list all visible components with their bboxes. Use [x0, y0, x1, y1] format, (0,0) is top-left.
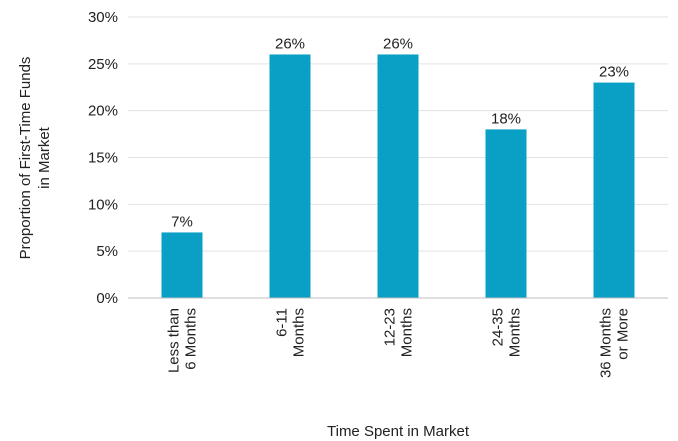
- x-tick-label-line: 6-11: [274, 308, 291, 337]
- x-tick-label-line: Months: [399, 308, 416, 357]
- bar: [161, 232, 203, 298]
- bar: [269, 54, 311, 298]
- data-label: 7%: [171, 213, 193, 230]
- x-tick-label-line: 6 Months: [183, 308, 200, 370]
- bar: [377, 54, 419, 298]
- y-tick-label: 0%: [96, 290, 118, 307]
- x-axis-title: Time Spent in Market: [327, 423, 470, 440]
- x-axis-category-labels: Less than 6 Months 6-11 Months 12-23 Months 24…: [166, 308, 632, 378]
- y-tick-label: 15%: [88, 150, 118, 167]
- y-axis-title: Proportion of First-Time Funds in Market: [17, 57, 53, 260]
- y-axis-title-line: in Market: [36, 126, 53, 189]
- data-label: 18%: [491, 110, 521, 127]
- y-tick-label: 20%: [88, 103, 118, 120]
- y-tick-label: 30%: [88, 9, 118, 26]
- data-label: 26%: [383, 35, 413, 52]
- x-tick-label: 12-23 Months: [382, 308, 416, 357]
- x-tick-label-line: 36 Months: [598, 308, 615, 378]
- x-tick-label-line: Less than: [166, 308, 183, 373]
- x-tick-label-line: or More: [615, 308, 632, 360]
- bar: [593, 82, 635, 298]
- x-tick-label: 36 Months or More: [598, 308, 632, 378]
- y-axis-ticks: 0% 5% 10% 15% 20% 25% 30%: [88, 9, 118, 307]
- bar: [485, 129, 527, 298]
- y-tick-label: 25%: [88, 56, 118, 73]
- x-tick-label: 6-11 Months: [274, 308, 308, 357]
- x-tick-label-line: Months: [291, 308, 308, 357]
- x-tick-label-line: Months: [507, 308, 524, 357]
- y-tick-label: 5%: [96, 243, 118, 260]
- x-tick-label: Less than 6 Months: [166, 308, 200, 373]
- x-tick-label-line: 24-35: [490, 308, 507, 346]
- data-labels: 7% 26% 26% 18% 23%: [171, 35, 629, 230]
- bars: [161, 54, 635, 298]
- data-label: 23%: [599, 64, 629, 81]
- y-axis-title-line: Proportion of First-Time Funds: [17, 57, 34, 260]
- x-tick-label-line: 12-23: [382, 308, 399, 346]
- x-tick-label: 24-35 Months: [490, 308, 524, 357]
- data-label: 26%: [275, 35, 305, 52]
- y-tick-label: 10%: [88, 196, 118, 213]
